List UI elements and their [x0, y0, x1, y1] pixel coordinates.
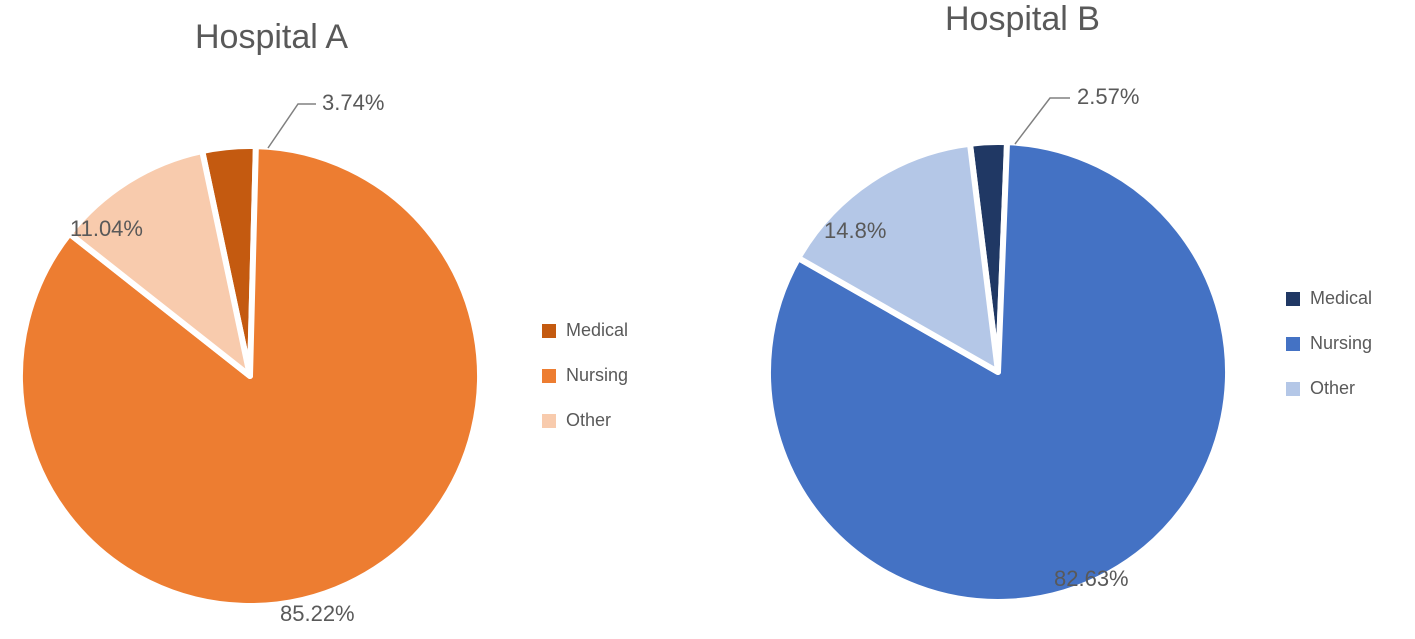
- legend-swatch-icon: [542, 369, 556, 383]
- legend-label: Nursing: [1310, 333, 1372, 354]
- legend-label: Other: [566, 410, 611, 431]
- legend-item-nursing: Nursing: [1286, 333, 1372, 354]
- slice-label-a-other: 11.04%: [70, 216, 143, 242]
- slice-label-b-medical: 2.57%: [1077, 84, 1139, 110]
- legend-label: Medical: [1310, 288, 1372, 309]
- legend-b: Medical Nursing Other: [1286, 288, 1372, 423]
- legend-item-medical: Medical: [542, 320, 628, 341]
- slice-label-b-other: 14.8%: [824, 218, 886, 244]
- legend-item-medical: Medical: [1286, 288, 1372, 309]
- panel-hospital-b: Hospital B 2.57% 82.63% 14.8% MedicalNur…: [720, 0, 1415, 639]
- legend-a: Medical Nursing Other: [542, 320, 628, 455]
- legend-item-other: Other: [1286, 378, 1372, 399]
- legend-label: Other: [1310, 378, 1355, 399]
- chart-canvas: Hospital A 3.74% 85.22% 11.04% MedicalNu…: [0, 0, 1415, 639]
- legend-label: Nursing: [566, 365, 628, 386]
- legend-label: Medical: [566, 320, 628, 341]
- legend-swatch-icon: [542, 324, 556, 338]
- slice-label-a-medical: 3.74%: [322, 90, 384, 116]
- panel-hospital-a: Hospital A 3.74% 85.22% 11.04% MedicalNu…: [0, 0, 720, 639]
- slice-label-a-nursing: 85.22%: [280, 601, 355, 627]
- legend-item-other: Other: [542, 410, 628, 431]
- legend-item-nursing: Nursing: [542, 365, 628, 386]
- legend-swatch-icon: [542, 414, 556, 428]
- legend-swatch-icon: [1286, 382, 1300, 396]
- legend-swatch-icon: [1286, 292, 1300, 306]
- slice-label-b-nursing: 82.63%: [1054, 566, 1129, 592]
- legend-swatch-icon: [1286, 337, 1300, 351]
